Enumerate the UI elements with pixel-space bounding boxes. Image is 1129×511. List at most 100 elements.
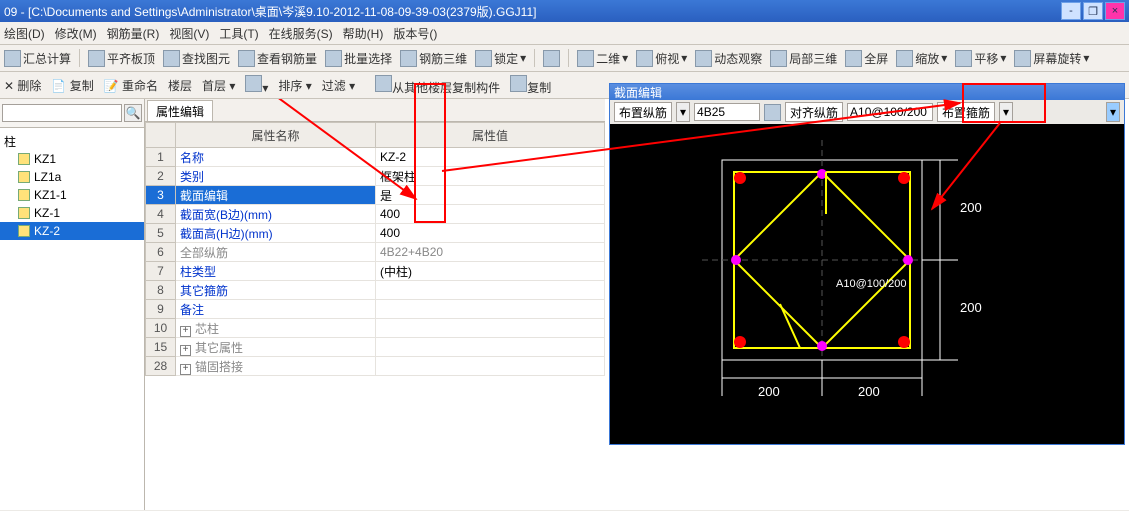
table-row[interactable]: 6全部纵筋4B22+4B20 xyxy=(146,243,605,262)
menu-online[interactable]: 在线服务(S) xyxy=(269,25,333,42)
tb-cpy2[interactable]: 复制 xyxy=(510,75,551,96)
content: 🔍 柱 KZ1 LZ1a KZ1-1 KZ-1 KZ-2 属性编辑 属性名称属性… xyxy=(0,99,1129,510)
column-icon xyxy=(18,171,30,183)
table-row[interactable]: 4截面宽(B边)(mm)400 xyxy=(146,205,605,224)
dim-top-right: 200 xyxy=(960,200,982,215)
maximize-button[interactable]: ❐ xyxy=(1083,2,1103,20)
2d-icon xyxy=(577,50,594,67)
tri-icon xyxy=(400,50,417,67)
tab-property[interactable]: 属性编辑 xyxy=(147,100,213,121)
tb-sum[interactable]: 汇总计算 xyxy=(4,50,71,67)
section-canvas[interactable]: 200 200 200 200 A10@100/200 xyxy=(610,124,1124,444)
section-title: 截面编辑 xyxy=(610,84,1124,100)
menu-modify[interactable]: 修改(M) xyxy=(55,25,97,42)
table-row[interactable]: 1名称KZ-2 xyxy=(146,148,605,167)
mid-pane: 属性编辑 属性名称属性值 1名称KZ-22类别框架柱3截面编辑是4截面宽(B边)… xyxy=(145,99,605,510)
table-row[interactable]: 28+锚固搭接 xyxy=(146,357,605,376)
tb-sep-icons[interactable] xyxy=(543,50,560,67)
table-row[interactable]: 10+芯柱 xyxy=(146,319,605,338)
copyfrom-icon xyxy=(375,75,392,92)
cpy2-icon xyxy=(510,75,527,92)
search-icon[interactable]: 🔍 xyxy=(124,104,142,122)
tree-item-selected[interactable]: KZ-2 xyxy=(0,222,144,240)
tab-strip: 属性编辑 xyxy=(145,99,605,122)
menu-draw[interactable]: 绘图(D) xyxy=(4,25,45,42)
toolbar-1: 汇总计算 平齐板顶 查找图元 查看钢筋量 批量选择 钢筋三维 锁定▾ 二维▾ 俯… xyxy=(0,45,1129,72)
col-name: 属性名称 xyxy=(176,123,376,148)
stirrup-input[interactable] xyxy=(847,103,933,121)
tb-viewrebar[interactable]: 查看钢筋量 xyxy=(238,50,317,67)
dim-bot-right: 200 xyxy=(858,384,880,399)
tb-tri[interactable]: 钢筋三维 xyxy=(400,50,467,67)
misc-icon xyxy=(543,50,560,67)
tb-first[interactable]: 首层 ▾ xyxy=(202,77,235,94)
tb-2d[interactable]: 二维▾ xyxy=(577,50,628,67)
search-input[interactable] xyxy=(2,104,122,122)
tree-item[interactable]: LZ1a xyxy=(0,168,144,186)
tb-zoom[interactable]: 缩放▾ xyxy=(896,50,947,67)
tree: 柱 KZ1 LZ1a KZ1-1 KZ-1 KZ-2 xyxy=(0,128,144,510)
tb-rot[interactable]: 俯视▾ xyxy=(636,50,687,67)
section-toolbar: 布置纵筋▾ 对齐纵筋 布置箍筋▾ ▾ xyxy=(610,100,1124,124)
table-row[interactable]: 5截面高(H边)(mm)400 xyxy=(146,224,605,243)
menu-tools[interactable]: 工具(T) xyxy=(219,25,258,42)
tb-find[interactable]: 查找图元 xyxy=(163,50,230,67)
dim-mid-right: 200 xyxy=(960,300,982,315)
tb-dyn[interactable]: 动态观察 xyxy=(695,50,762,67)
long-input[interactable] xyxy=(694,103,760,121)
minimize-button[interactable]: - xyxy=(1061,2,1081,20)
tb-copy[interactable]: 📄 复制 xyxy=(51,77,93,94)
tb-flat[interactable]: 平齐板顶 xyxy=(88,50,155,67)
property-table: 属性名称属性值 1名称KZ-22类别框架柱3截面编辑是4截面宽(B边)(mm)4… xyxy=(145,122,605,510)
column-icon xyxy=(18,207,30,219)
column-icon xyxy=(18,189,30,201)
grid-icon[interactable] xyxy=(764,104,781,121)
titlebar: 09 - [C:\Documents and Settings\Administ… xyxy=(0,0,1129,22)
blue-dd[interactable]: ▾ xyxy=(1106,102,1120,122)
menu-rebar[interactable]: 钢筋量(R) xyxy=(107,25,160,42)
dd-icon[interactable]: ▾ xyxy=(676,102,690,122)
table-row[interactable]: 8其它箍筋 xyxy=(146,281,605,300)
search-bar: 🔍 xyxy=(0,99,144,128)
table-row[interactable]: 7柱类型(中柱) xyxy=(146,262,605,281)
column-icon xyxy=(18,153,30,165)
tb-rename[interactable]: 📝 重命名 xyxy=(104,77,158,94)
menu-version[interactable]: 版本号() xyxy=(393,25,437,42)
tree-item[interactable]: KZ1-1 xyxy=(0,186,144,204)
stirrup-label: A10@100/200 xyxy=(836,278,907,290)
tb-lock[interactable]: 锁定▾ xyxy=(475,50,526,67)
dim-bot-left: 200 xyxy=(758,384,780,399)
tree-item[interactable]: KZ-1 xyxy=(0,204,144,222)
close-button[interactable]: × xyxy=(1105,2,1125,20)
tb-filter[interactable]: 过滤 ▾ xyxy=(322,77,355,94)
full-icon xyxy=(845,50,862,67)
window-title: 09 - [C:\Documents and Settings\Administ… xyxy=(4,3,536,20)
tb-sort[interactable]: 排序 ▾ xyxy=(278,77,311,94)
tb-pan[interactable]: 平移▾ xyxy=(955,50,1006,67)
align-long-btn[interactable]: 对齐纵筋 xyxy=(785,102,843,122)
table-row[interactable]: 2类别框架柱 xyxy=(146,167,605,186)
lock-icon xyxy=(475,50,492,67)
batch-icon xyxy=(325,50,342,67)
table-row[interactable]: 3截面编辑是 xyxy=(146,186,605,205)
tb-del[interactable]: ✕ 删除 xyxy=(4,77,41,94)
tb-full[interactable]: 全屏 xyxy=(845,50,888,67)
tree-item[interactable]: KZ1 xyxy=(0,150,144,168)
table-row[interactable]: 9备注 xyxy=(146,300,605,319)
window-controls: - ❐ × xyxy=(1061,2,1125,20)
table-row[interactable]: 15+其它属性 xyxy=(146,338,605,357)
dyn-icon xyxy=(695,50,712,67)
tb-picker[interactable]: ▾ xyxy=(245,75,268,95)
col-value: 属性值 xyxy=(376,123,605,148)
view-icon xyxy=(238,50,255,67)
menubar: 绘图(D) 修改(M) 钢筋量(R) 视图(V) 工具(T) 在线服务(S) 帮… xyxy=(0,22,1129,45)
section-panel: 截面编辑 布置纵筋▾ 对齐纵筋 布置箍筋▾ ▾ xyxy=(609,83,1125,445)
column-icon xyxy=(18,225,30,237)
tb-screenrot[interactable]: 屏幕旋转▾ xyxy=(1014,50,1089,67)
place-long-btn[interactable]: 布置纵筋 xyxy=(614,102,672,122)
tb-batch[interactable]: 批量选择 xyxy=(325,50,392,67)
tb-local3d[interactable]: 局部三维 xyxy=(770,50,837,67)
menu-help[interactable]: 帮助(H) xyxy=(343,25,384,42)
menu-view[interactable]: 视图(V) xyxy=(169,25,209,42)
tree-root[interactable]: 柱 xyxy=(0,132,144,150)
